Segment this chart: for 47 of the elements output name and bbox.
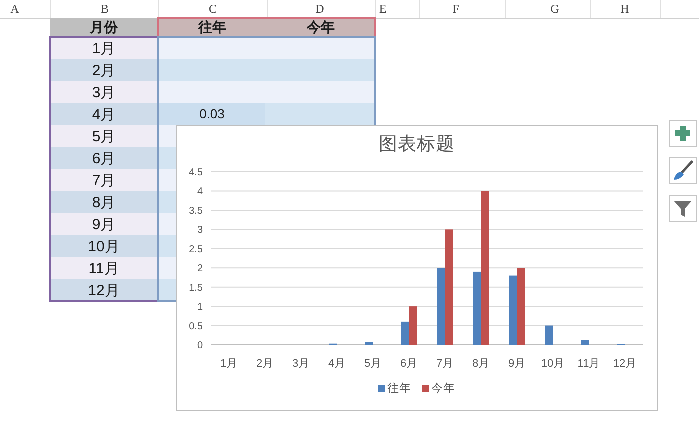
x-tick-label: 4月	[328, 358, 346, 370]
chart-title: 图表标题	[379, 133, 455, 154]
y-tick-label: 8月	[92, 194, 116, 212]
y-tick-label: 7月	[92, 172, 116, 190]
text: E	[379, 2, 387, 16]
y-tick-label: 12月	[88, 282, 120, 300]
text: G	[550, 2, 560, 16]
y-tick-label: 3月	[92, 84, 116, 102]
y-tick-label: 4	[197, 186, 204, 198]
y-tick-label: 3.5	[189, 206, 204, 217]
y-tick-label: 0	[197, 340, 204, 352]
x-tick-label: 1月	[220, 358, 238, 370]
y-tick-label: 1月	[92, 40, 116, 58]
text: D	[316, 2, 325, 16]
y-tick-label: 6月	[92, 150, 116, 168]
y-tick-label: 2月	[92, 62, 116, 80]
x-tick-label: 12月	[613, 358, 637, 370]
y-tick-label: 5月	[92, 128, 116, 146]
x-tick-label: 8月	[472, 358, 490, 370]
legend-label: 往年	[388, 382, 412, 395]
text: A	[10, 2, 20, 16]
x-tick-label: 9月	[508, 358, 526, 370]
x-tick-label: 3月	[292, 358, 310, 370]
y-tick-label: 1	[197, 302, 204, 314]
y-tick-label: 4月	[92, 106, 116, 124]
x-tick-label: 10月	[541, 358, 565, 370]
y-tick-label: 2	[197, 264, 204, 275]
y-tick-label: 2.5	[189, 244, 204, 256]
y-tick-label: 1.5	[189, 282, 204, 294]
text: F	[452, 2, 460, 16]
y-tick-label: 10月	[88, 238, 120, 256]
y-tick-label: 3	[197, 225, 204, 236]
y-tick-label: 4.5	[189, 168, 204, 178]
text: C	[208, 2, 218, 16]
y-tick-label: 11月	[88, 260, 120, 278]
legend-label: 今年	[432, 382, 456, 395]
y-axis-title: 月份	[89, 19, 119, 35]
x-tick-label: 7月	[436, 358, 454, 370]
data-label: 0.03	[200, 106, 225, 122]
text: B	[100, 2, 110, 16]
x-tick-label: 11月	[578, 358, 600, 370]
x-tick-label: 6月	[400, 358, 418, 370]
x-tick-label: 5月	[364, 358, 382, 370]
y-tick-label: 0.5	[189, 321, 204, 332]
x-tick-label: 2月	[256, 358, 274, 370]
y-tick-label: 9月	[92, 216, 116, 234]
text: H	[620, 2, 630, 16]
